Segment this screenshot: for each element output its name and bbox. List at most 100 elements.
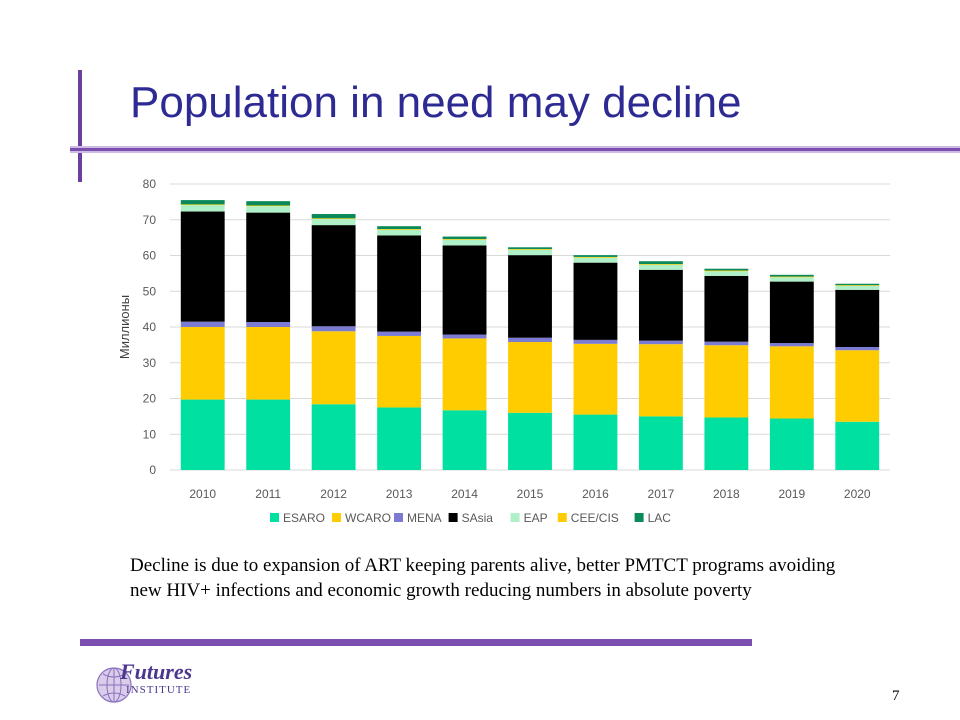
futures-institute-logo xyxy=(96,667,132,703)
bar-segment xyxy=(769,274,814,277)
y-tick-label: 10 xyxy=(143,427,157,441)
x-tick-label: 2015 xyxy=(517,487,544,501)
bar-segment xyxy=(704,341,749,346)
bar-segment xyxy=(246,206,291,213)
legend-label: LAC xyxy=(648,511,672,525)
bar-segment xyxy=(638,269,683,341)
bars xyxy=(180,200,880,470)
x-axis-ticks: 2010 2011 2012 2013 2014 2015 2016 2017 2018 2019… xyxy=(189,487,871,501)
bar-segment xyxy=(835,350,880,422)
bar-segment xyxy=(769,277,814,282)
bar-segment xyxy=(704,271,749,276)
bar-segment xyxy=(180,211,225,322)
bar-segment xyxy=(508,412,552,470)
bar-segment xyxy=(442,245,487,335)
y-tick-label: 50 xyxy=(143,284,157,298)
bar-segment xyxy=(769,418,814,470)
bar-segment xyxy=(835,421,880,470)
y-tick-label: 20 xyxy=(143,392,157,406)
bar-segment xyxy=(377,226,422,230)
bar-segment xyxy=(704,275,749,342)
legend-swatch xyxy=(394,513,403,522)
y-axis-ticks: 0 10 20 30 40 50 60 70 80 xyxy=(143,177,157,477)
page-number: 7 xyxy=(892,688,900,704)
bar-segment xyxy=(704,345,749,418)
bar-segment xyxy=(180,327,225,400)
bar-segment xyxy=(638,264,683,265)
bar-segment xyxy=(638,340,683,345)
logo-wordmark: Futures xyxy=(120,659,193,684)
bar-segment xyxy=(638,264,683,270)
bar-segment xyxy=(377,229,422,236)
bar-segment xyxy=(573,255,618,257)
x-tick-label: 2013 xyxy=(386,487,413,501)
bar-segment xyxy=(508,247,552,250)
legend-swatch xyxy=(270,513,279,522)
x-tick-label: 2018 xyxy=(713,487,740,501)
legend-swatch xyxy=(557,513,567,522)
bar-segment xyxy=(311,404,356,470)
bar-segment xyxy=(638,416,683,470)
legend: ESARO WCARO MENA SAsia EAP CEE/CIS LAC xyxy=(270,511,671,525)
bar-segment xyxy=(442,239,487,246)
x-tick-label: 2020 xyxy=(844,487,871,501)
x-tick-label: 2010 xyxy=(189,487,216,501)
bar-segment xyxy=(508,337,552,343)
bar-segment xyxy=(835,283,880,286)
bar-segment xyxy=(442,410,487,470)
bar-segment xyxy=(508,255,552,338)
bar-segment xyxy=(377,407,422,470)
bar-segment xyxy=(311,225,356,327)
legend-label: EAP xyxy=(524,511,548,525)
bar-segment xyxy=(769,276,814,278)
legend-label: ESARO xyxy=(283,511,325,525)
bar-segment xyxy=(180,205,225,212)
bar-segment xyxy=(835,285,880,286)
x-tick-label: 2016 xyxy=(582,487,609,501)
bar-segment xyxy=(246,201,291,206)
bar-segment xyxy=(638,261,683,265)
legend-label: WCARO xyxy=(345,511,391,525)
bar-segment xyxy=(573,256,618,258)
title-accent-bar xyxy=(78,70,82,182)
bar-segment xyxy=(835,347,880,351)
bar-segment xyxy=(704,417,749,470)
bar-segment xyxy=(377,335,422,408)
bar-segment xyxy=(769,346,814,419)
bar-segment xyxy=(180,399,225,470)
footer-divider xyxy=(80,639,752,646)
bar-segment xyxy=(573,339,618,344)
bar-segment xyxy=(704,270,749,272)
bar-segment xyxy=(246,399,291,470)
bar-segment xyxy=(246,205,291,207)
bar-segment xyxy=(377,331,422,336)
bar-segment xyxy=(180,200,225,205)
bar-segment xyxy=(311,326,356,332)
y-tick-label: 60 xyxy=(143,249,157,263)
bar-segment xyxy=(835,285,880,290)
bar-segment xyxy=(573,414,618,470)
bar-segment xyxy=(180,204,225,206)
y-tick-label: 40 xyxy=(143,320,157,334)
bar-segment xyxy=(311,218,356,220)
bar-segment xyxy=(442,338,487,411)
x-tick-label: 2014 xyxy=(451,487,478,501)
bar-segment xyxy=(704,268,749,271)
bar-segment xyxy=(769,281,814,344)
bar-segment xyxy=(442,239,487,240)
bar-segment xyxy=(835,289,880,348)
x-tick-label: 2019 xyxy=(778,487,805,501)
bar-segment xyxy=(246,212,291,322)
logo-subtitle: INSTITUTE xyxy=(126,684,192,696)
bar-segment xyxy=(573,343,618,415)
bar-segment xyxy=(377,229,422,230)
bar-segment xyxy=(311,214,356,219)
y-tick-label: 70 xyxy=(143,213,157,227)
legend-swatch xyxy=(634,513,644,522)
y-tick-label: 0 xyxy=(149,463,156,477)
x-tick-label: 2012 xyxy=(320,487,347,501)
legend-label: MENA xyxy=(407,511,442,525)
bar-segment xyxy=(180,321,225,327)
bar-segment xyxy=(508,249,552,256)
bar-segment xyxy=(311,219,356,226)
